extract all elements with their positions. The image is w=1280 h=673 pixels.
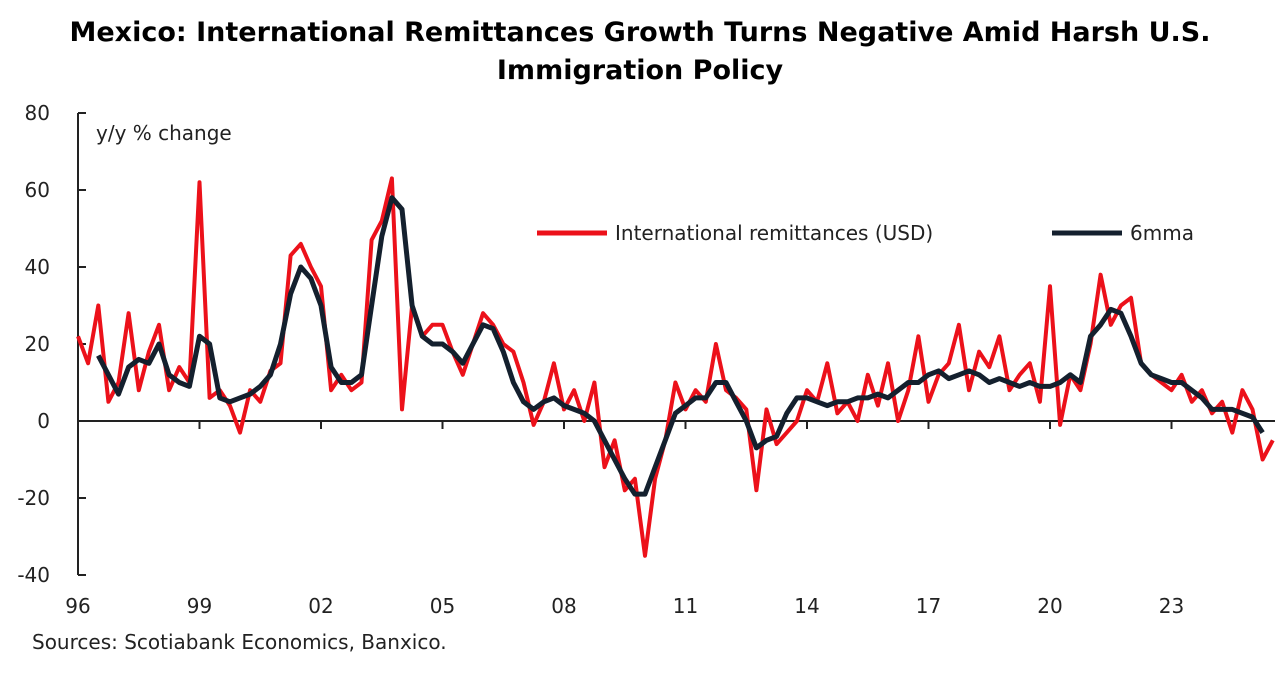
x-tick-label: 99 — [187, 594, 212, 618]
x-tick-label: 17 — [916, 594, 941, 618]
x-tick-label: 20 — [1037, 594, 1062, 618]
x-tick-label: 14 — [794, 594, 819, 618]
chart-title: Mexico: International Remittances Growth… — [69, 17, 1211, 86]
y-tick-label: 40 — [25, 255, 50, 279]
series-line-6mma — [96, 195, 1265, 497]
y-tick-label: -40 — [17, 563, 50, 587]
x-tick-label: 96 — [65, 594, 90, 618]
x-tick-label: 02 — [308, 594, 333, 618]
x-tick-label: 08 — [551, 594, 576, 618]
source-note: Sources: Scotiabank Economics, Banxico. — [32, 630, 447, 654]
legend-label-6mma: 6mma — [1130, 221, 1194, 245]
legend-label-remittances: International remittances (USD) — [615, 221, 933, 245]
y-tick-label: -20 — [17, 486, 50, 510]
y-tick-label: 0 — [37, 409, 50, 433]
legend: International remittances (USD) 6mma — [537, 221, 1194, 245]
y-tick-label: 60 — [25, 178, 50, 202]
x-tick-label: 11 — [673, 594, 698, 618]
x-tick-label: 23 — [1159, 594, 1184, 618]
y-axis-label: y/y % change — [96, 121, 232, 145]
y-tick-label: 80 — [25, 101, 50, 125]
y-tick-label: 20 — [25, 332, 50, 356]
x-tick-label: 05 — [430, 594, 455, 618]
